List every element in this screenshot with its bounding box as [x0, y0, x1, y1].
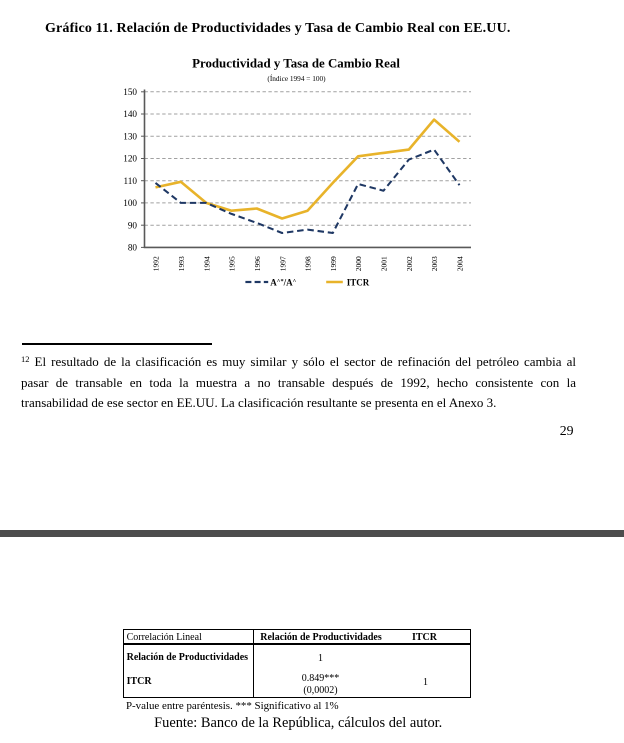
svg-text:1995: 1995	[228, 256, 237, 271]
svg-text:A^*/A^: A^*/A^	[270, 277, 296, 287]
svg-text:2004: 2004	[456, 256, 465, 271]
svg-text:90: 90	[128, 220, 138, 230]
svg-text:2003: 2003	[430, 256, 439, 271]
svg-text:(Índice 1994 = 100): (Índice 1994 = 100)	[267, 73, 326, 83]
svg-text:1993: 1993	[177, 256, 186, 271]
svg-text:120: 120	[123, 154, 137, 164]
svg-text:110: 110	[124, 176, 138, 186]
svg-text:1996: 1996	[253, 256, 262, 271]
svg-text:1992: 1992	[152, 256, 161, 271]
svg-text:ITCR: ITCR	[347, 277, 370, 287]
svg-text:2002: 2002	[405, 256, 414, 271]
svg-text:1994: 1994	[202, 256, 211, 271]
svg-text:150: 150	[123, 87, 137, 97]
svg-text:2000: 2000	[354, 256, 363, 271]
svg-text:1997: 1997	[278, 256, 287, 271]
svg-text:100: 100	[123, 198, 137, 208]
svg-text:80: 80	[128, 243, 138, 253]
svg-text:1998: 1998	[304, 256, 313, 271]
svg-text:140: 140	[123, 109, 137, 119]
svg-text:1999: 1999	[329, 256, 338, 271]
svg-text:2001: 2001	[380, 256, 389, 271]
svg-text:130: 130	[123, 131, 137, 141]
svg-text:Productividad y Tasa de Cambio: Productividad y Tasa de Cambio Real	[192, 57, 400, 71]
